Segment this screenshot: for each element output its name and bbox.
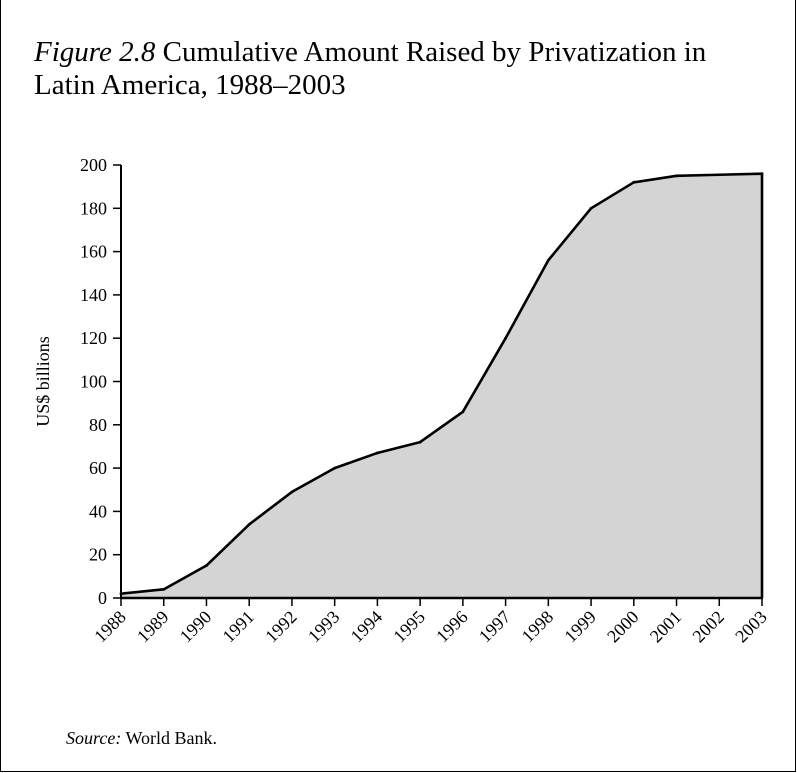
y-tick-label-160: 160 bbox=[80, 242, 107, 262]
x-tick-label-1999: 1999 bbox=[560, 607, 600, 647]
x-tick-label-1992: 1992 bbox=[261, 607, 301, 647]
source-text: World Bank. bbox=[125, 728, 218, 748]
source-note: Source: World Bank. bbox=[66, 728, 217, 749]
data-point-1989 bbox=[162, 587, 166, 591]
x-tick-label-2003: 2003 bbox=[731, 607, 771, 647]
data-point-1998 bbox=[546, 258, 550, 262]
x-tick-label-1998: 1998 bbox=[518, 607, 558, 647]
x-tick-label-2001: 2001 bbox=[646, 607, 686, 647]
x-tick-label-1989: 1989 bbox=[133, 607, 173, 647]
y-tick-label-20: 20 bbox=[89, 545, 107, 565]
y-tick-label-0: 0 bbox=[98, 588, 107, 608]
data-point-1999 bbox=[589, 206, 593, 210]
data-point-1993 bbox=[333, 466, 337, 470]
y-tick-label-100: 100 bbox=[80, 372, 107, 392]
data-point-1997 bbox=[504, 336, 507, 340]
figure-title-text: Cumulative Amount Raised by Privatizatio… bbox=[34, 36, 707, 101]
data-point-2003 bbox=[760, 172, 764, 176]
figure-title: Figure 2.8 Cumulative Amount Raised by P… bbox=[34, 36, 774, 102]
source-label: Source: bbox=[66, 728, 122, 748]
figure-label: Figure 2.8 bbox=[34, 36, 156, 68]
x-tick-label-1988: 1988 bbox=[90, 607, 130, 647]
y-tick-label-200: 200 bbox=[80, 155, 107, 175]
data-point-1992 bbox=[290, 490, 294, 494]
x-tick-label-1994: 1994 bbox=[347, 607, 387, 647]
y-tick-label-120: 120 bbox=[80, 328, 107, 348]
x-tick-label-2000: 2000 bbox=[603, 607, 643, 647]
x-tick-label-1990: 1990 bbox=[176, 607, 216, 647]
series-area bbox=[121, 173, 762, 598]
data-point-1995 bbox=[418, 440, 422, 444]
data-point-1991 bbox=[247, 522, 251, 526]
data-point-1990 bbox=[205, 564, 208, 567]
data-point-2001 bbox=[675, 174, 678, 178]
data-point-1994 bbox=[376, 451, 379, 455]
y-tick-label-80: 80 bbox=[89, 415, 107, 435]
x-tick-label-1991: 1991 bbox=[218, 607, 258, 647]
x-tick-label-1993: 1993 bbox=[304, 607, 344, 647]
data-point-1996 bbox=[461, 410, 465, 414]
x-tick-label-2002: 2002 bbox=[688, 607, 728, 647]
data-point-2002 bbox=[717, 173, 721, 177]
data-point-2000 bbox=[632, 180, 636, 184]
y-tick-label-60: 60 bbox=[89, 458, 107, 478]
x-tick-label-1996: 1996 bbox=[432, 607, 472, 647]
x-tick-label-1997: 1997 bbox=[475, 607, 515, 647]
x-tick-label-1995: 1995 bbox=[389, 607, 429, 647]
y-axis-label: US$ billions bbox=[33, 336, 53, 427]
y-tick-label-140: 140 bbox=[80, 285, 107, 305]
y-tick-label-40: 40 bbox=[89, 501, 107, 521]
y-tick-label-180: 180 bbox=[80, 198, 107, 218]
